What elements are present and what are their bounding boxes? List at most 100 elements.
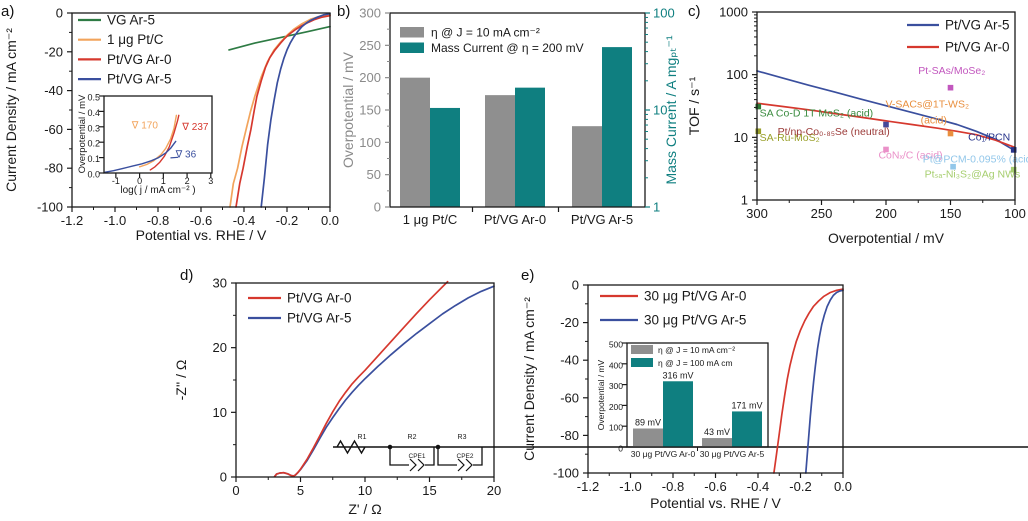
legend-label: Pt/VG Ar-0 — [287, 291, 352, 306]
x-tick-label: 1 — [161, 176, 166, 186]
inset-y-axis-label: Overpotential / mV — [596, 359, 606, 430]
y-tick-label: -100 — [37, 200, 63, 215]
inset-legend-label: η @ J = 100 mA cm — [658, 358, 733, 368]
x-tick-label: -0.4 — [747, 479, 769, 494]
y-tick-label: 10 — [213, 405, 227, 420]
panel-label-c: c) — [688, 3, 701, 20]
series-VG Ar-5 — [228, 25, 331, 51]
y-tick-label: -80 — [560, 428, 579, 443]
bar-value-label: 316 mV — [662, 370, 693, 380]
x-tick-label: 200 — [875, 206, 897, 221]
y-tick-label: -20 — [560, 315, 579, 330]
panel-label-d: d) — [180, 267, 194, 284]
y-tick-label: 100 — [609, 423, 623, 433]
catalyst-label: Ptₛₐ-Ni₃S₂@Ag NWs — [925, 168, 1021, 180]
legend-label: 30 μg Pt/VG Ar-0 — [644, 289, 746, 304]
x-tick-label: -0.8 — [147, 213, 169, 228]
catalyst-label: Pt@PCM-0.095% (acid) — [923, 153, 1028, 165]
y-tick-label: 10 — [653, 103, 667, 118]
y-tick-label: 30 — [213, 276, 227, 291]
y-tick-label: 0 — [572, 278, 579, 293]
inset-legend-label: η @ J = 10 mA cm⁻² — [658, 345, 735, 355]
x-tick-label: -1.0 — [104, 213, 126, 228]
y-tick-label: 0.4 — [87, 108, 100, 118]
x-tick-label: 150 — [940, 206, 962, 221]
bar-mass-current — [430, 107, 460, 207]
legend-label: Mass Current @ η = 200 mV — [431, 41, 584, 55]
series-30 μg Pt/VG Ar-0 — [773, 288, 844, 474]
y-tick-label: 200 — [609, 402, 623, 412]
y-axis-label: TOF / s⁻¹ — [686, 76, 702, 135]
y-tick-label: 0.1 — [87, 154, 100, 164]
legend-label: Pt/VG Ar-0 — [945, 40, 1010, 55]
right-y-axis-label: Mass Current / A mgₚₜ⁻¹ — [663, 35, 679, 184]
cpe-label: CPE1 — [409, 453, 426, 460]
resistor-label: R3 — [458, 434, 467, 441]
series-Pt/VG Ar-0 — [756, 102, 1016, 149]
resistor-label: R2 — [408, 434, 417, 441]
bar-mass-current — [602, 47, 632, 208]
x-tick-label: 5 — [297, 483, 304, 498]
y-tick-label: 0.3 — [87, 123, 100, 133]
scatter-point-V-SACs@1T-WS₂ (acid) — [947, 130, 954, 137]
catalyst-label: Pt/np-Co₀.₈₅Se (neutral) — [778, 126, 890, 138]
circuit-parallel-branches — [389, 447, 483, 466]
x-tick-label: 15 — [422, 483, 436, 498]
y-tick-label: 300 — [609, 381, 623, 391]
legend-label: 1 μg Pt/C — [107, 32, 164, 47]
catalyst-label: (acid) — [921, 115, 947, 127]
y-tick-label: 100 — [653, 6, 675, 21]
bar-value-label: 89 mV — [635, 417, 661, 427]
tafel-leader-line — [170, 156, 179, 159]
x-tick-label: 100 — [1004, 206, 1026, 221]
y-tick-label: 100 — [359, 135, 381, 150]
x-axis-label: Potential vs. RHE / V — [136, 227, 267, 243]
circuit-node — [435, 444, 441, 450]
x-tick-label: -0.2 — [276, 213, 298, 228]
x-tick-label: 0.0 — [321, 213, 339, 228]
inset-legend-swatch — [631, 358, 653, 367]
y-tick-label: -40 — [560, 353, 579, 368]
scatter-point-Ptₛₐ-Ni₃S₂@Ag NWs — [1010, 166, 1017, 173]
y-tick-label: -40 — [44, 83, 63, 98]
y-axis-label: -Z'' / Ω — [173, 360, 189, 401]
x-tick-label: 20 — [487, 483, 501, 498]
catalyst-label: V-SACs@1T-WS₂ — [885, 98, 969, 110]
legend-label: 30 μg Pt/VG Ar-5 — [644, 313, 746, 328]
legend-label: Pt/VG Ar-5 — [107, 72, 172, 87]
y-tick-label: 10 — [734, 130, 748, 145]
x-tick-label: -0.8 — [662, 479, 684, 494]
scatter-point-CoNₓ/C (acid) — [883, 146, 889, 153]
catalyst-label: Pt-SAs/MoSe₂ — [918, 65, 985, 77]
x-axis-label: Z' / Ω — [348, 501, 381, 517]
x-tick-label: -1.2 — [61, 213, 83, 228]
cpe-label: CPE2 — [457, 453, 474, 460]
y-axis-label: Current Density / mA cm⁻² — [521, 297, 537, 461]
inset-series-Pt/VG Ar-5 — [104, 140, 177, 173]
x-tick-label: 300 — [746, 206, 768, 221]
plot-frame — [103, 95, 213, 174]
x-tick-label: 250 — [811, 206, 833, 221]
x-tick-label: 10 — [358, 483, 372, 498]
inset-bar-eta10 — [702, 438, 732, 447]
scatter-point-SA Co-D 1T MoS₂ (acid) — [755, 103, 762, 110]
legend-label: Pt/VG Ar-0 — [107, 52, 172, 67]
category-label: Pt/VG Ar-5 — [571, 212, 633, 227]
x-tick-label: 0 — [232, 483, 239, 498]
inset-x-axis-label: log( j / mA cm⁻² ) — [120, 185, 195, 196]
category-label: 1 μg Pt/C — [403, 212, 457, 227]
y-tick-label: -80 — [44, 161, 63, 176]
y-tick-label: 0 — [56, 6, 63, 21]
catalyst-label: SA Co-D 1T MoS₂ (acid) — [760, 108, 874, 120]
panel-b-bar-chart: 1 μg Pt/C Pt/VG Ar-0 Pt/VG Ar-5 0 50 100 150 20… — [340, 6, 679, 228]
y-tick-label: 400 — [609, 360, 623, 370]
y-tick-label: 1000 — [719, 5, 748, 20]
catalyst-label: SA-Ru-MoS₂ — [760, 132, 820, 144]
y-tick-label: 0.0 — [87, 170, 100, 180]
inset-legend-swatch — [631, 345, 653, 354]
y-tick-label: 0 — [618, 444, 623, 454]
inset-bar-eta100 — [732, 411, 762, 447]
y-tick-label: 0 — [374, 200, 381, 215]
y-tick-label: 150 — [359, 103, 381, 118]
